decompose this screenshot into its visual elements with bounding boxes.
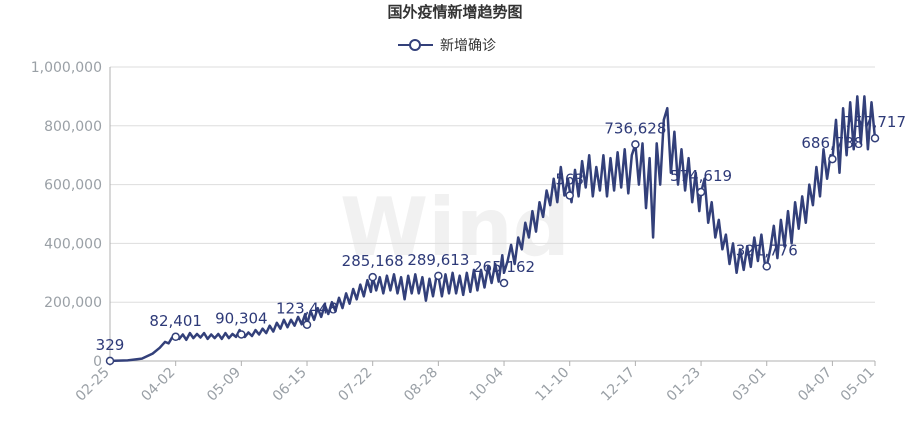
data-label: 736,628 — [604, 119, 666, 137]
legend-marker-icon — [409, 39, 421, 51]
x-tick-label: 02-25 — [73, 365, 113, 405]
watermark: Wind — [340, 181, 570, 274]
data-label: 329 — [96, 336, 125, 354]
annotation-markers — [105, 133, 880, 366]
x-tick-label: 01-23 — [664, 365, 704, 405]
x-tick-label: 05-09 — [204, 365, 244, 405]
x-axis: 02-25 04-02 05-09 06-15 07-22 08-28 10-04 11-10… — [73, 361, 878, 405]
data-label: 321,776 — [736, 241, 798, 259]
data-label: 563 — [555, 170, 584, 188]
data-label: 757,717 — [844, 113, 906, 131]
grid — [110, 66, 875, 362]
data-point-marker — [434, 271, 443, 281]
data-point-marker — [237, 330, 246, 339]
data-label: 90,304 — [215, 309, 268, 327]
y-tick-label: 1,000,000 — [31, 60, 102, 76]
y-tick-label: 800,000 — [44, 119, 102, 135]
x-tick-label: 10-04 — [467, 364, 507, 404]
x-tick-label: 11-10 — [532, 365, 572, 405]
legend-label: 新增确诊 — [440, 38, 496, 54]
data-point-marker — [171, 332, 180, 342]
data-label: 285,168 — [342, 252, 404, 270]
data-point-marker — [565, 191, 574, 200]
data-label: 265,162 — [473, 258, 535, 276]
data-point-marker — [631, 140, 640, 149]
data-point-marker — [696, 187, 706, 197]
x-tick-label: 08-28 — [401, 365, 441, 405]
series-line — [109, 95, 877, 363]
chart-title: 国外疫情新增趋势图 — [387, 3, 522, 21]
data-point-marker — [368, 272, 377, 282]
data-label: 289,613 — [407, 251, 469, 269]
x-tick-label: 03-01 — [729, 365, 769, 405]
data-labels: 329 82,401 90,304 123,448 285,168 289,613 265,… — [96, 113, 906, 354]
data-point-marker — [828, 154, 837, 164]
y-tick-label: 600,000 — [44, 178, 102, 194]
data-point-marker — [870, 133, 880, 143]
x-tick-label: 05-01 — [838, 365, 878, 405]
data-label: 82,401 — [149, 312, 202, 330]
data-point-marker — [302, 320, 312, 329]
y-tick-label: 0 — [93, 354, 102, 370]
x-tick-label: 04-02 — [138, 365, 178, 405]
x-tick-label: 07-22 — [335, 365, 375, 405]
x-tick-label: 06-15 — [270, 365, 310, 405]
y-tick-label: 400,000 — [44, 236, 102, 252]
y-tick-label: 200,000 — [44, 295, 102, 311]
y-axis: 0 200,000 400,000 600,000 800,000 1,000,000 — [31, 60, 111, 370]
x-tick-label: 04-07 — [795, 365, 835, 405]
x-tick-label: 12-17 — [598, 365, 638, 405]
data-label: 123,448 — [276, 300, 338, 318]
data-label: 574,619 — [670, 167, 732, 185]
data-point-marker — [499, 278, 509, 288]
data-point-marker — [762, 262, 771, 271]
data-point-marker — [105, 356, 115, 366]
legend[interactable]: 新增确诊 — [398, 38, 496, 54]
data-label: 686,738 — [801, 134, 863, 152]
